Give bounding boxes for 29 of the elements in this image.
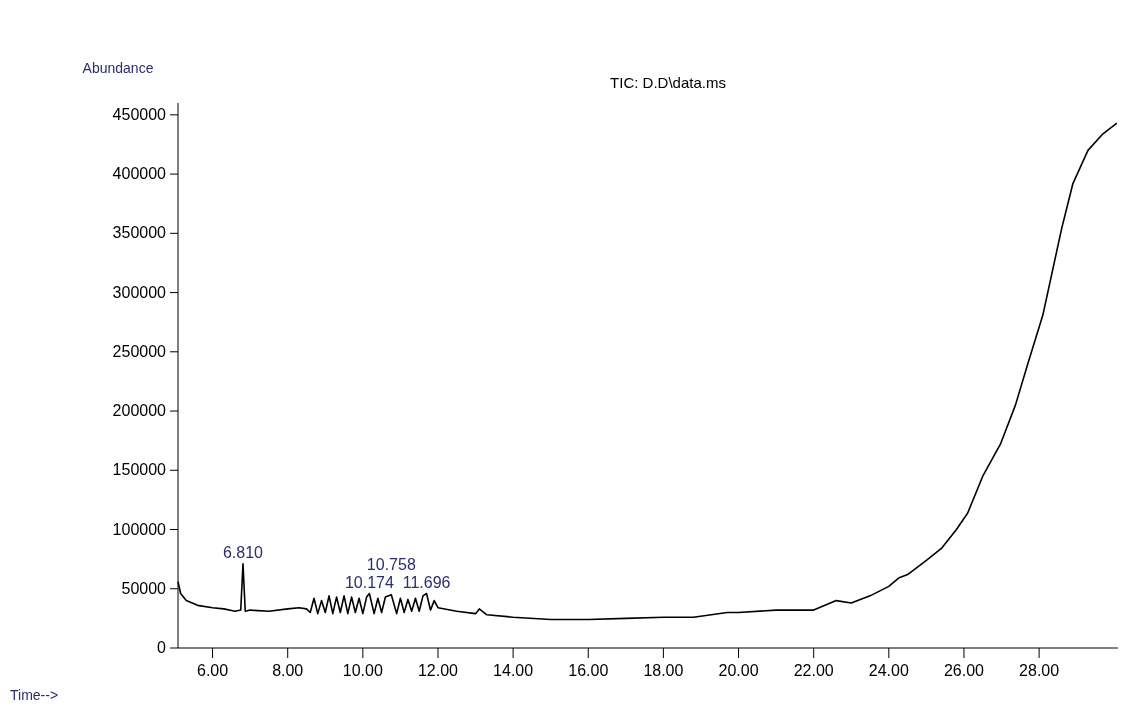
y-tick-label: 200000 <box>112 402 167 420</box>
y-axis-title: Abundance <box>82 60 154 76</box>
y-tick-label: 250000 <box>112 342 167 360</box>
chart-title: TIC: D.D\data.ms <box>610 74 726 91</box>
annotation: 6.810 <box>222 543 264 561</box>
y-tick-label: 150000 <box>112 461 167 479</box>
x-tick-label: 16.00 <box>568 662 609 679</box>
x-tick-label: 10.00 <box>342 662 383 679</box>
x-tick-label: 18.00 <box>643 662 684 679</box>
x-tick-label: 12.00 <box>417 662 459 679</box>
x-tick-label: 26.00 <box>943 662 985 679</box>
x-tick-label: 20.00 <box>718 662 759 679</box>
annotation: 11.696 <box>402 573 451 591</box>
x-tick-label: 28.00 <box>1019 662 1060 679</box>
y-tick-label: 400000 <box>112 165 167 183</box>
y-tick-label: 300000 <box>112 283 167 301</box>
y-tick-label: 50000 <box>121 579 167 597</box>
annotation: 10.174 <box>344 573 394 591</box>
x-tick-label: 6.00 <box>196 662 229 679</box>
y-tick-label: 0 <box>157 639 167 656</box>
y-tick-label: 100000 <box>112 520 167 538</box>
y-tick-label: 450000 <box>112 105 167 123</box>
y-tick-label: 350000 <box>112 224 167 242</box>
x-axis-title: Time--> <box>10 687 59 703</box>
annotation: 10.758 <box>366 555 416 573</box>
x-tick-label: 24.00 <box>868 662 909 679</box>
x-tick-label: 22.00 <box>793 662 834 679</box>
x-tick-label: 14.00 <box>493 662 534 679</box>
x-tick-label: 8.00 <box>272 662 304 679</box>
